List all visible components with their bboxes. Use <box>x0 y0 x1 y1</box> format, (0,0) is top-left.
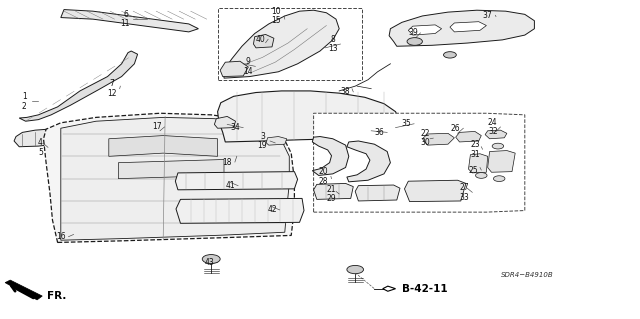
Text: 38: 38 <box>340 87 351 96</box>
Text: 24
32: 24 32 <box>488 118 498 136</box>
Polygon shape <box>109 136 218 156</box>
Text: B-42-11: B-42-11 <box>402 284 447 294</box>
Circle shape <box>202 255 220 263</box>
Polygon shape <box>389 10 534 46</box>
Polygon shape <box>314 183 353 199</box>
Polygon shape <box>408 25 442 35</box>
Polygon shape <box>312 137 349 175</box>
Text: 4
5: 4 5 <box>38 138 43 157</box>
Polygon shape <box>218 91 400 142</box>
Text: 42: 42 <box>267 205 277 214</box>
Text: 8
13: 8 13 <box>328 35 338 53</box>
Text: 41: 41 <box>225 181 236 190</box>
Polygon shape <box>61 10 198 32</box>
Polygon shape <box>355 185 400 201</box>
Text: SDR4−B4910B: SDR4−B4910B <box>501 272 554 278</box>
Text: 18: 18 <box>223 158 232 167</box>
Polygon shape <box>342 123 394 137</box>
Polygon shape <box>19 51 138 121</box>
Polygon shape <box>118 160 224 179</box>
Polygon shape <box>14 129 61 147</box>
Polygon shape <box>450 22 486 32</box>
Polygon shape <box>314 113 525 212</box>
Text: 10
15: 10 15 <box>271 7 282 25</box>
Text: 36: 36 <box>374 128 385 137</box>
Text: 22
30: 22 30 <box>420 129 431 147</box>
Text: 26: 26 <box>451 124 461 133</box>
Text: 34: 34 <box>230 123 241 132</box>
Polygon shape <box>404 180 466 202</box>
Text: 39: 39 <box>408 28 418 37</box>
Polygon shape <box>456 131 481 142</box>
Polygon shape <box>253 34 274 48</box>
Polygon shape <box>488 151 515 172</box>
Polygon shape <box>175 172 298 190</box>
Text: 40: 40 <box>255 35 266 44</box>
Polygon shape <box>220 61 248 77</box>
Text: 1
2: 1 2 <box>22 92 27 111</box>
Polygon shape <box>224 10 339 78</box>
Text: 43: 43 <box>205 258 215 267</box>
Polygon shape <box>422 133 454 145</box>
Circle shape <box>444 52 456 58</box>
Text: 23
31: 23 31 <box>470 140 480 159</box>
Text: 9
14: 9 14 <box>243 57 253 76</box>
Polygon shape <box>383 286 396 291</box>
Polygon shape <box>266 137 287 145</box>
Polygon shape <box>61 117 289 240</box>
Circle shape <box>492 143 504 149</box>
Polygon shape <box>347 141 390 182</box>
Circle shape <box>347 265 364 274</box>
Text: 37: 37 <box>483 11 493 20</box>
Text: 17: 17 <box>152 122 162 131</box>
Polygon shape <box>468 154 488 173</box>
Text: 6
11: 6 11 <box>121 10 130 28</box>
Text: 20
28: 20 28 <box>318 167 328 186</box>
Polygon shape <box>218 8 362 80</box>
Circle shape <box>476 173 487 178</box>
Text: 35: 35 <box>401 119 412 128</box>
Polygon shape <box>214 116 236 128</box>
Text: 7
12: 7 12 <box>108 79 116 98</box>
Text: 27
33: 27 33 <box>460 183 470 202</box>
Text: 21
29: 21 29 <box>326 185 337 203</box>
Circle shape <box>493 176 505 182</box>
Text: 3
19: 3 19 <box>257 132 268 150</box>
Text: 16: 16 <box>56 232 66 241</box>
Text: 25: 25 <box>468 166 479 174</box>
Polygon shape <box>5 280 42 300</box>
Text: FR.: FR. <box>47 291 66 301</box>
Polygon shape <box>485 130 507 139</box>
Polygon shape <box>176 198 304 223</box>
Polygon shape <box>44 113 294 242</box>
Circle shape <box>407 38 422 45</box>
